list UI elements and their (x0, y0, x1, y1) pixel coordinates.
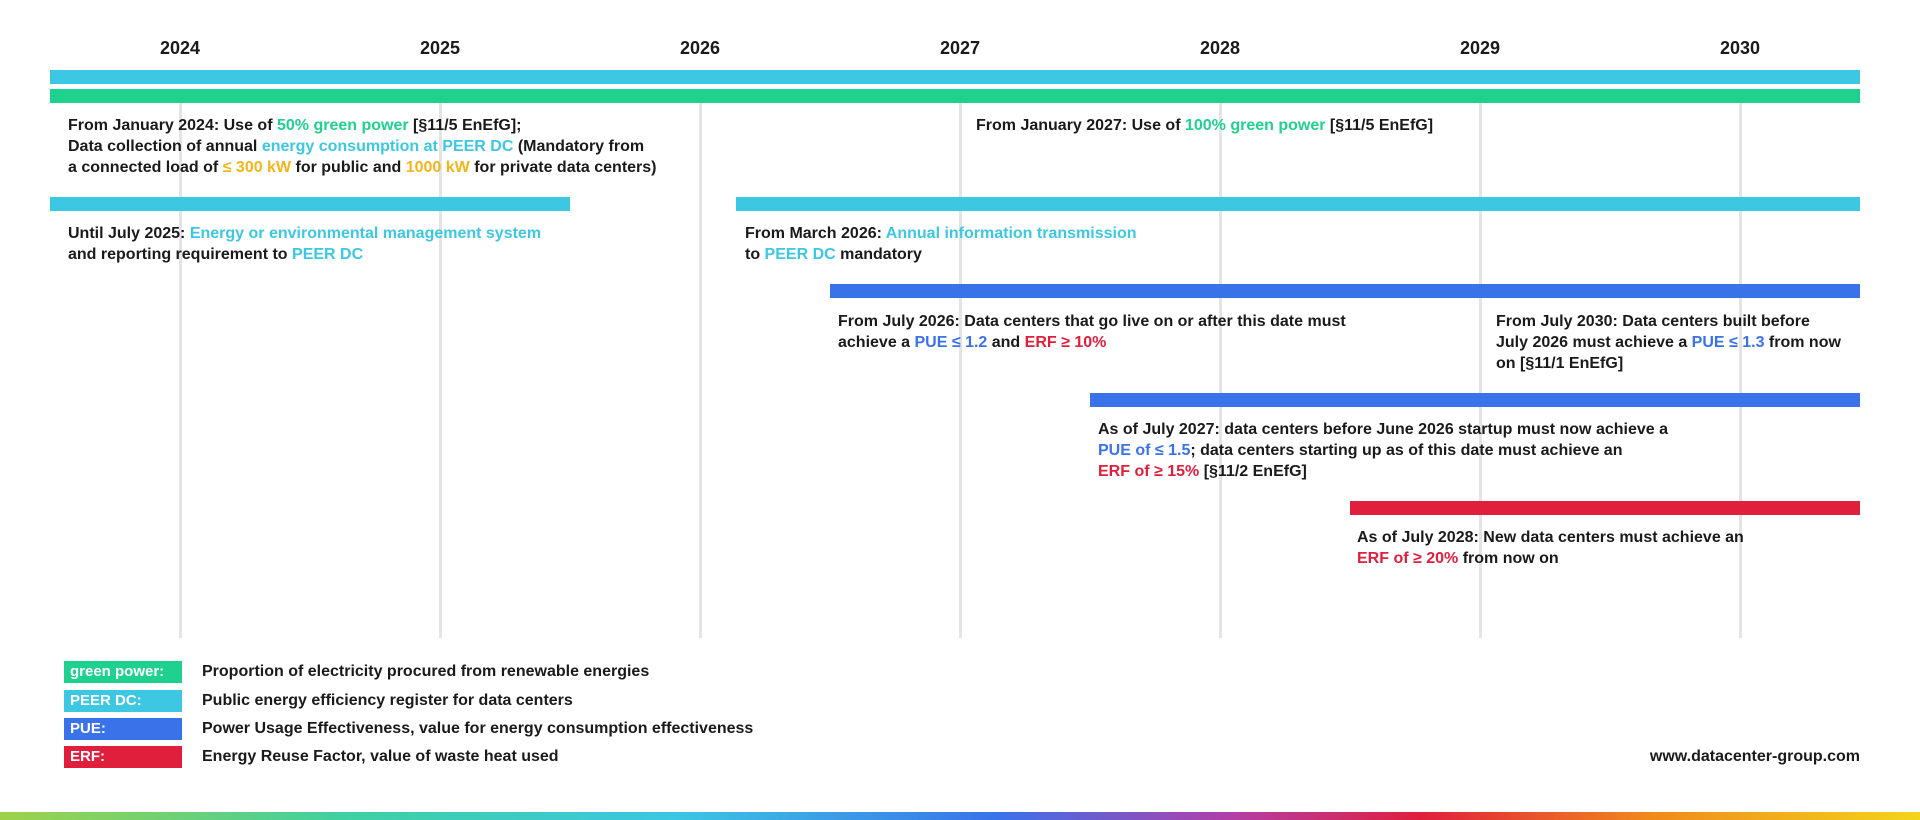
year-label-2026: 2026 (679, 38, 721, 58)
rainbow-footer-stripe (0, 812, 1920, 820)
gridline-2025 (439, 92, 442, 638)
gridline-2027 (959, 92, 962, 638)
pue-bar-from-july-2027 (1090, 393, 1860, 407)
legend-row: ERF: Energy Reuse Factor, value of waste … (64, 746, 559, 768)
gridline-2030 (1739, 92, 1742, 638)
pue-bar-from-july-2026 (830, 284, 1860, 298)
legend-key: green power: (64, 661, 182, 683)
year-label-2025: 2025 (419, 38, 461, 58)
peer-dc-bar-until-2025 (50, 197, 570, 211)
note-jul-2030: From July 2030: Data centers built befor… (1496, 313, 1841, 372)
year-label-2024: 2024 (159, 38, 201, 58)
note-jul-2026: From July 2026: Data centers that go liv… (838, 313, 1346, 351)
gridline-2024 (179, 92, 182, 638)
legend-key: ERF: (64, 746, 182, 768)
note-mar-2026: From March 2026: Annual information tran… (745, 225, 1137, 263)
peer-dc-bar-full (50, 70, 1860, 84)
gridline-2029 (1479, 92, 1482, 638)
legend-row: PUE: Power Usage Effectiveness, value for… (64, 718, 753, 740)
note-jul-2028: As of July 2028: New data centers must a… (1357, 529, 1744, 567)
year-label-2030: 2030 (1719, 38, 1761, 58)
legend-key: PUE: (64, 718, 182, 740)
legend-description: Power Usage Effectiveness, value for ene… (202, 720, 754, 737)
note-jan-2024: From January 2024: Use of 50% green powe… (68, 117, 657, 176)
legend-description: Public energy efficiency register for da… (202, 692, 573, 709)
legend-description: Energy Reuse Factor, value of waste heat… (202, 748, 559, 765)
green-power-bar-full (50, 89, 1860, 103)
year-label-2028: 2028 (1199, 38, 1241, 58)
legend-row: green power: Proportion of electricity pr… (64, 661, 649, 683)
legend-description: Proportion of electricity procured from … (202, 663, 650, 680)
gridline-2028 (1219, 92, 1222, 638)
erf-bar-from-july-2028 (1350, 501, 1860, 515)
legend-key: PEER DC: (64, 690, 182, 712)
year-label-2027: 2027 (939, 38, 981, 58)
year-label-2029: 2029 (1459, 38, 1501, 58)
note-jul-2025: Until July 2025: Energy or environmental… (68, 225, 542, 263)
website-url: www.datacenter-group.com (1649, 748, 1860, 765)
peer-dc-bar-from-2026 (736, 197, 1860, 211)
gridline-2026 (699, 92, 702, 638)
note-jan-2027: From January 2027: Use of 100% green pow… (976, 117, 1434, 134)
note-jul-2027: As of July 2027: data centers before Jun… (1098, 421, 1668, 480)
legend-row: PEER DC: Public energy efficiency registe… (64, 690, 573, 712)
